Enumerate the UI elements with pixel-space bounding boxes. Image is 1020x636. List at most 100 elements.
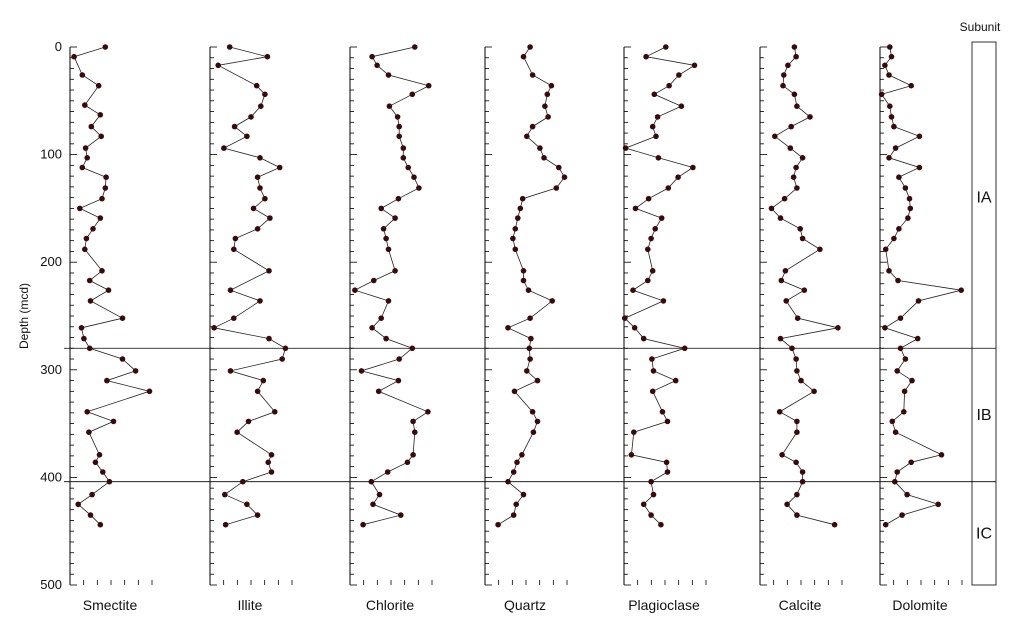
data-point [87, 512, 94, 518]
data-point [84, 409, 90, 415]
data-point [258, 103, 264, 109]
data-point [914, 335, 921, 342]
data-point [244, 133, 250, 140]
data-point [410, 452, 416, 458]
y-tick-label: 0 [55, 39, 62, 54]
data-point [782, 268, 789, 274]
data-point [681, 345, 688, 352]
data-point [544, 91, 551, 98]
data-point [527, 44, 533, 50]
data-point [282, 345, 289, 352]
data-point [78, 325, 85, 331]
data-point [882, 325, 888, 331]
data-point [262, 91, 268, 98]
panel-label: Chlorite [366, 597, 414, 613]
data-point [901, 388, 908, 395]
data-point [276, 164, 283, 171]
data-point [665, 185, 672, 191]
data-point [691, 62, 698, 69]
data-point [378, 315, 385, 322]
data-point [383, 235, 389, 242]
data-point [781, 195, 788, 202]
data-point [648, 478, 654, 485]
data-point [784, 501, 790, 508]
data-point [781, 72, 787, 78]
data-point [90, 226, 96, 232]
data-point [650, 368, 657, 374]
data-point [400, 145, 407, 151]
data-point [793, 164, 799, 171]
data-point [788, 123, 794, 130]
data-point [664, 469, 671, 475]
data-point [663, 44, 669, 50]
data-point [410, 418, 416, 425]
subunit-label: IC [976, 525, 992, 542]
data-point [777, 335, 784, 342]
data-point [97, 112, 104, 118]
data-point [385, 72, 392, 78]
data-point [794, 315, 801, 322]
data-point [79, 164, 86, 171]
data-point [520, 268, 527, 274]
data-point [776, 409, 783, 415]
data-point [561, 174, 568, 180]
data-point [100, 469, 106, 475]
data-point [245, 418, 252, 425]
data-point [519, 195, 526, 202]
mineral-panels: Smectite Illite Chlorite Quartz Plagioclase C… [69, 44, 964, 613]
data-point [98, 133, 104, 140]
data-point [495, 521, 501, 528]
panel-calcite: Calcite [759, 44, 843, 613]
data-point [768, 205, 775, 212]
data-point [411, 174, 417, 180]
data-point [222, 521, 229, 528]
data-point [794, 185, 800, 191]
data-point [88, 123, 95, 130]
data-point [817, 246, 823, 253]
data-point [97, 215, 104, 221]
data-point [146, 388, 153, 395]
data-point [106, 478, 113, 485]
data-point [370, 501, 376, 508]
data-point [896, 174, 902, 180]
data-point [622, 145, 629, 151]
data-point [211, 325, 217, 331]
y-tick-label: 500 [40, 577, 62, 592]
data-point [515, 215, 521, 221]
data-point [772, 133, 778, 140]
data-point [779, 452, 785, 458]
data-point [648, 512, 654, 518]
data-point [279, 356, 286, 362]
data-point [257, 298, 263, 304]
data-point [272, 409, 278, 415]
data-point [398, 512, 404, 518]
data-point [902, 356, 909, 362]
data-point [537, 145, 543, 151]
y-axis-label: Depth (mcd) [17, 283, 31, 349]
data-point [257, 185, 263, 191]
data-point [110, 418, 117, 425]
data-point [789, 345, 795, 352]
data-point [104, 377, 110, 384]
data-point [82, 246, 88, 253]
data-point [254, 174, 261, 180]
data-point [215, 62, 221, 69]
data-point [505, 325, 511, 331]
data-point [86, 345, 93, 352]
data-point [886, 268, 892, 274]
data-point [882, 246, 889, 253]
data-point [916, 133, 923, 140]
data-point [897, 345, 904, 352]
data-point [374, 62, 380, 69]
panel-label: Illite [238, 597, 263, 613]
panel-quartz: Quartz [484, 44, 568, 613]
data-point [793, 356, 799, 362]
data-point [396, 133, 403, 140]
data-point [71, 53, 77, 60]
data-point [268, 469, 275, 475]
data-point [82, 102, 88, 108]
data-point [79, 72, 86, 78]
data-point [103, 174, 109, 180]
data-point [119, 356, 126, 362]
data-point [887, 103, 893, 109]
